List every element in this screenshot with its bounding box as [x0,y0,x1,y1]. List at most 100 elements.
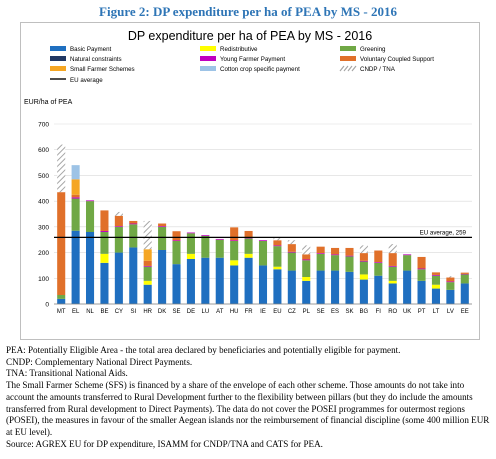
bar-stack-lt [431,272,441,304]
bar-segment-young-farmer-payment [403,254,412,256]
x-tick-label: BE [100,309,108,315]
bar-segment-basic-payment [287,270,296,304]
bar-segment-redistributive [186,253,195,259]
bar-segment-voluntary-coupled-support [129,220,138,224]
legend-label-greening: Greening [360,46,386,53]
legend-swatch-natural-constraints [50,56,66,61]
bar-segment-greening [287,252,296,271]
bar-segment-voluntary-coupled-support [71,194,80,198]
bar-segment-cndp-tna [446,276,455,278]
bar-segment-greening [431,275,441,285]
bar-segment-greening [388,266,397,281]
bar-segment-young-farmer-payment [287,251,296,253]
bar-segment-voluntary-coupled-support [431,272,441,275]
bar-segment-basic-payment [201,257,210,304]
bar-segment-basic-payment [273,269,282,304]
bar-segment-young-farmer-payment [359,260,368,262]
legend-label-young-farmer-payment: Young Farmer Payment [220,56,285,63]
bar-segment-redistributive [388,280,397,284]
legend-item-cndp-tna: CNDP / TNA [339,65,396,73]
bar-segment-voluntary-coupled-support [100,210,109,231]
x-tick-label: UK [403,309,411,315]
bar-segment-basic-payment [403,270,412,304]
bar-segment-small-farmer-schemes [143,249,152,261]
note-sfs: The Small Farmer Scheme (SFS) is finance… [6,380,490,437]
legend-item-basic-payment: Basic Payment [50,46,112,53]
bar-stack-lu [201,235,210,304]
bar-segment-young-farmer-payment [158,226,167,227]
bar-segment-young-farmer-payment [273,245,282,247]
bar-stack-dk [158,223,167,304]
bar-segment-voluntary-coupled-support [316,246,325,254]
bar-segment-greening [57,295,66,299]
bar-segment-redistributive [431,284,441,289]
bar-segment-greening [374,262,383,276]
x-tick-label: EE [461,309,469,315]
bar-segment-young-farmer-payment [85,200,95,202]
bar-segment-basic-payment [316,270,325,304]
bar-segment-redistributive [230,260,239,266]
bar-segment-young-farmer-payment [446,281,455,283]
bar-segment-cndp-tna [359,245,368,254]
bar-segment-voluntary-coupled-support [460,272,469,274]
bar-segment-cndp-tna [302,245,311,255]
bar-segment-voluntary-coupled-support [273,240,282,246]
legend-swatch-cndp-tna [339,65,357,72]
x-tick-label: RO [388,309,397,315]
notes: PEA: Potentially Eligible Area - the tot… [6,345,490,450]
bar-segment-greening [201,235,210,258]
bar-stack-cz [287,240,296,304]
bar-segment-basic-payment [244,257,253,304]
bar-stack-el [71,165,80,304]
bar-segment-greening [302,260,311,277]
legend-label-cotton-crop-specific-payment: Cotton crop specific payment [220,66,300,73]
bar-segment-young-farmer-payment [100,230,109,232]
bar-segment-basic-payment [230,265,239,304]
bar-stack-eu [273,238,282,304]
bar-segment-young-farmer-payment [215,238,224,240]
bar-stack-hu [230,227,239,304]
eu-average-line-group: EU average, 259 [54,229,472,239]
bar-segment-basic-payment [359,279,368,304]
x-tick-label: DK [158,309,166,315]
legend-swatch-voluntary-coupled-support [340,56,356,61]
x-tick-label: SI [130,309,136,315]
bar-segment-greening [129,224,138,248]
bar-stack-pl [302,245,311,304]
x-tick-label: FI [376,309,382,315]
x-tick-label: EU [273,309,281,315]
bar-segment-greening [158,226,167,250]
bar-segment-greening [460,274,469,284]
y-axis-ticks: 0 100 200 300 400 500 600 700 [38,122,49,309]
bar-segment-young-farmer-payment [71,197,80,199]
bar-segment-voluntary-coupled-support [57,192,66,295]
bar-stack-se [316,246,325,304]
legend-item-young-farmer-payment: Young Farmer Payment [200,56,285,63]
bar-segment-basic-payment [345,271,354,304]
bar-segment-greening [331,255,340,271]
bar-segment-basic-payment [172,264,181,304]
legend-label-small-farmer-schemes: Small Farmer Schemes [70,66,135,73]
bar-segment-voluntary-coupled-support [446,277,455,282]
bar-stack-bg [359,245,368,304]
bar-segment-redistributive [273,266,282,270]
eu-average-label: EU average, 259 [420,229,467,236]
x-tick-label: SE [317,309,325,315]
legend-item-eu-average: EU average [50,77,103,84]
bar-segment-basic-payment [71,230,80,304]
bar-segment-greening [345,256,354,272]
bar-stack-de [186,232,195,304]
legend-item-greening: Greening [340,46,386,53]
bar-segment-greening [100,232,109,254]
bar-stack-cy [114,211,123,304]
bar-segment-voluntary-coupled-support [244,230,253,238]
bar-segment-young-farmer-payment [460,273,469,275]
x-tick-label: CY [115,309,123,315]
figure-title: Figure 2: DP expenditure per ha of PEA b… [99,4,397,19]
bar-segment-greening [446,282,455,290]
bar-stack-se [172,231,181,304]
bar-stack-hr [143,220,152,304]
bar-segment-cotton-crop-specific-payment [71,165,80,180]
legend-item-natural-constraints: Natural constraints [50,56,122,63]
bar-stack-at [215,238,224,304]
